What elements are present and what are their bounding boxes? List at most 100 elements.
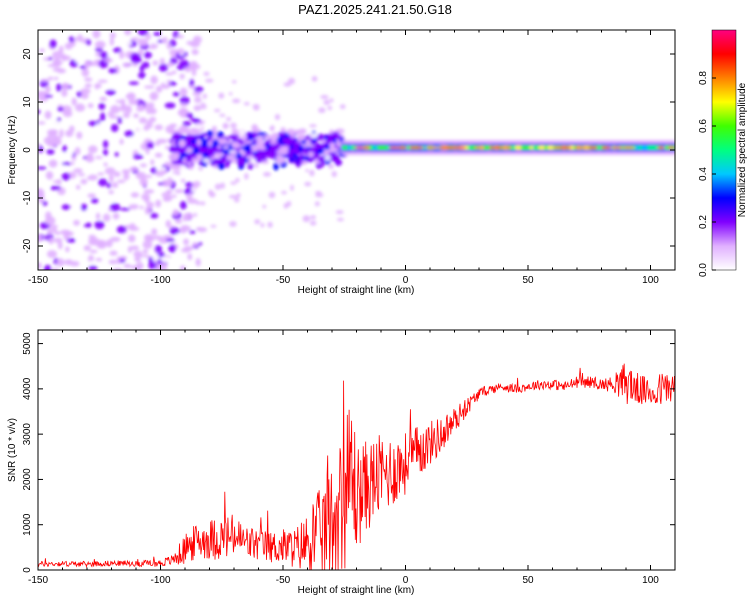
- spectrogram-cell: [208, 189, 213, 196]
- spectrogram-cell: [38, 166, 47, 170]
- spectrogram-cell: [231, 80, 237, 84]
- spectrogram-cell: [274, 113, 281, 121]
- spectrogram-cell: [169, 227, 180, 235]
- spectrogram-cell: [327, 105, 333, 111]
- spectrogram-cell: [110, 123, 119, 132]
- spectrogram-cell: [601, 146, 612, 149]
- spectrogram-ytick-label: -20: [22, 238, 33, 253]
- spectrogram-cell: [143, 51, 152, 59]
- spectrogram-cell: [234, 197, 240, 203]
- spectrogram-cell: [133, 153, 144, 160]
- spectrogram-cell: [92, 30, 101, 39]
- spectrogram-cell: [156, 39, 164, 43]
- spectrogram-cell: [87, 193, 96, 198]
- spectrogram-cell: [657, 146, 665, 149]
- spectrogram-cell: [80, 178, 88, 185]
- spectrogram-cell: [281, 190, 287, 195]
- spectrogram-cell: [210, 147, 221, 153]
- spectrogram-cell: [94, 83, 102, 89]
- spectrogram-cell: [220, 182, 226, 189]
- spectrogram-cell: [108, 68, 118, 74]
- spectrogram-cell: [255, 87, 262, 93]
- spectrogram-cell: [128, 99, 140, 105]
- spectrogram-cell: [94, 155, 103, 159]
- spectrogram-cell: [139, 177, 148, 187]
- snr-xtick-label: -150: [28, 575, 48, 586]
- spectrogram-ytick-label: 0: [22, 147, 33, 153]
- spectrogram-cell: [320, 95, 329, 99]
- spectrogram-cell: [239, 129, 245, 135]
- spectrogram-cell: [324, 154, 331, 162]
- spectrogram-cell: [193, 86, 204, 93]
- spectrogram-cell: [269, 124, 275, 132]
- spectrogram-cell: [99, 51, 108, 59]
- spectrogram-cell: [318, 107, 326, 114]
- spectrogram-cell: [309, 124, 317, 128]
- spectrogram-cell: [80, 92, 89, 100]
- spectrogram-cell: [182, 121, 192, 127]
- spectrogram-cell: [124, 30, 132, 36]
- spectrogram-cell: [305, 139, 311, 148]
- spectrogram-cell: [217, 145, 222, 149]
- spectrogram-cell: [61, 53, 67, 62]
- spectrogram-cell: [292, 149, 299, 154]
- spectrogram-cell: [116, 225, 127, 234]
- spectrogram-cell: [108, 115, 120, 119]
- spectrogram-cell: [192, 91, 202, 97]
- spectrogram-cell: [156, 251, 166, 258]
- spectrogram-cell: [38, 145, 44, 154]
- spectrogram-cell: [46, 149, 55, 155]
- spectrogram-cell: [188, 165, 194, 170]
- spectrogram-cell: [269, 144, 279, 152]
- spectrogram-cell: [474, 146, 485, 149]
- spectrogram-cell: [229, 221, 237, 227]
- spectrogram-cell: [137, 30, 149, 36]
- spectrogram-cell: [309, 169, 315, 177]
- spectrogram-cell: [119, 90, 124, 98]
- spectrogram-cell: [179, 59, 190, 68]
- spectrogram-cell: [180, 224, 192, 232]
- spectrogram-cell: [150, 159, 155, 166]
- spectrogram-cell: [300, 156, 310, 161]
- spectrogram-cell: [179, 87, 188, 97]
- spectrogram-cell: [109, 203, 121, 212]
- spectrogram-cell: [151, 228, 158, 236]
- spectrogram-cell: [388, 146, 400, 149]
- spectrogram-cell: [308, 151, 314, 158]
- spectrogram-cell: [52, 67, 64, 72]
- spectrogram-cell: [274, 218, 283, 225]
- spectrogram-cell: [195, 258, 201, 267]
- spectrogram-cell: [84, 59, 90, 69]
- spectrogram-cell: [113, 47, 122, 53]
- spectrogram-cell: [610, 146, 624, 149]
- spectrogram-cell: [263, 171, 272, 177]
- spectrogram-cell: [286, 200, 292, 207]
- spectrogram-cell: [139, 205, 144, 210]
- spectrogram-cell: [87, 103, 94, 109]
- spectrogram-cell: [165, 72, 174, 76]
- spectrogram-cell: [186, 112, 194, 119]
- spectrogram-cell: [56, 178, 62, 185]
- spectrogram-cell: [268, 191, 276, 199]
- spectrogram-cell: [128, 81, 139, 85]
- snr-ytick-label: 1000: [22, 513, 33, 536]
- spectrogram-cell: [74, 103, 86, 112]
- spectrogram-cell: [144, 206, 151, 215]
- spectrogram-cell: [102, 140, 109, 149]
- spectrogram-cell: [189, 128, 198, 133]
- spectrogram-cell: [272, 132, 278, 138]
- spectrogram-cell: [315, 163, 322, 169]
- spectrogram-cell: [144, 234, 154, 242]
- spectrogram-cell: [250, 158, 256, 164]
- spectrogram-cell: [235, 177, 240, 183]
- spectrogram-cell: [280, 127, 286, 133]
- spectrogram-cell: [176, 48, 185, 55]
- spectrogram-cell: [48, 224, 59, 229]
- spectrogram-cell: [95, 257, 103, 262]
- spectrogram-cell: [153, 31, 162, 36]
- spectrogram-cell: [61, 204, 71, 210]
- spectrogram-cell: [109, 32, 117, 39]
- spectrogram-cell: [191, 157, 197, 164]
- spectrogram-cell: [592, 146, 598, 149]
- spectrogram-cell: [52, 60, 64, 65]
